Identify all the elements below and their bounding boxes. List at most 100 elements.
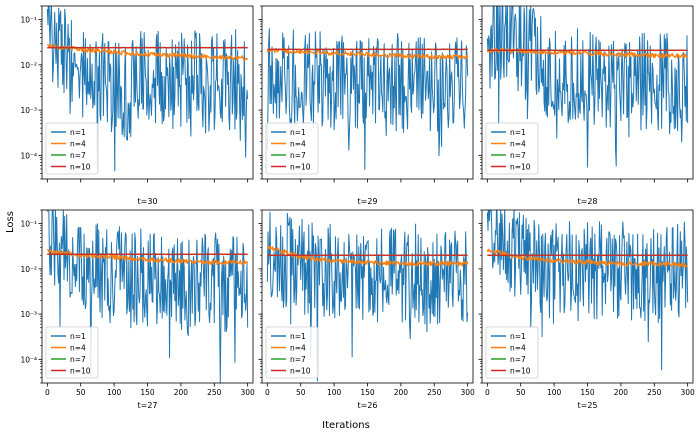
series-line-n=4 [47, 43, 249, 61]
legend-label: n=4 [510, 139, 526, 148]
legend-label: n=10 [70, 162, 91, 171]
legend-label: n=4 [290, 343, 306, 352]
axes-frame [481, 5, 694, 180]
y-tick-label: 10⁻⁴ [20, 151, 37, 160]
series-group [266, 211, 469, 382]
axes-frame [41, 5, 254, 180]
legend-box [265, 122, 319, 175]
legend-label: n=7 [510, 151, 526, 160]
series-group [486, 6, 689, 168]
legend-label: n=1 [70, 128, 86, 137]
y-tick-label: 10⁻² [20, 61, 37, 70]
x-tick-label: 250 [207, 388, 222, 397]
x-tick-label: 300 [240, 388, 255, 397]
legend-label: n=7 [510, 355, 526, 364]
legend-box [485, 122, 539, 175]
series-line-n=4 [486, 248, 689, 268]
axes-frame [41, 209, 254, 384]
legend-label: n=10 [290, 162, 311, 171]
series-line-n=1 [486, 210, 689, 371]
subplot-title: t=28 [577, 197, 597, 206]
legend-label: n=10 [510, 162, 531, 171]
y-tick-label: 10⁻⁴ [20, 355, 37, 364]
y-tick-label: 10⁻³ [20, 106, 37, 115]
x-tick-label: 200 [614, 388, 629, 397]
x-tick-label: 200 [394, 388, 409, 397]
x-tick-label: 50 [76, 388, 86, 397]
legend-label: n=7 [290, 355, 306, 364]
axes-frame [261, 209, 474, 384]
legend-label: n=7 [290, 151, 306, 160]
x-tick-label: 250 [647, 388, 662, 397]
series-group [266, 28, 469, 170]
x-tick-label: 100 [327, 388, 342, 397]
legend-label: n=10 [70, 366, 91, 375]
y-tick-label: 10⁻¹ [20, 220, 37, 229]
subplot-t=27: 10⁻⁴ 10⁻³ 10⁻² 10⁻¹ 0 50 100 150 200 250 300 n=1 n=4… [20, 209, 255, 410]
x-tick-label: 50 [516, 388, 526, 397]
axes-frame [481, 209, 694, 384]
x-tick-label: 200 [174, 388, 189, 397]
series-line-n=4 [266, 47, 469, 60]
series-group [46, 6, 249, 172]
axes-frame [261, 5, 474, 180]
subplot-t=30: 10⁻⁴ 10⁻³ 10⁻² 10⁻¹ n=1 n=4 n=7 n=10 t=30 [20, 5, 254, 206]
subplot-grid: 10⁻⁴10⁻³10⁻²10⁻¹n=1n=4n=7n=10t=30n=1n=4n… [20, 5, 695, 410]
series-line-n=4 [486, 47, 688, 59]
series-line-n=1 [486, 6, 689, 168]
legend-label: n=1 [290, 332, 306, 341]
x-tick-label: 150 [140, 388, 155, 397]
x-tick-label: 100 [547, 388, 562, 397]
legend-label: n=10 [290, 366, 311, 375]
legend: n=1 n=4 n=7 n=10 [265, 326, 319, 379]
legend-label: n=4 [70, 343, 86, 352]
x-tick-label: 150 [580, 388, 595, 397]
legend: n=1 n=4 n=7 n=10 [485, 122, 539, 175]
legend-label: n=7 [70, 355, 86, 364]
legend: n=1 n=4 n=7 n=10 [45, 122, 99, 175]
series-line-n=1 [46, 6, 249, 172]
x-tick-label: 300 [460, 388, 475, 397]
legend-box [485, 326, 539, 379]
legend-label: n=4 [290, 139, 306, 148]
legend: n=1 n=4 n=7 n=10 [265, 122, 319, 175]
legend: n=1 n=4 n=7 n=10 [45, 326, 99, 379]
legend-label: n=7 [70, 151, 86, 160]
subplot-title: t=25 [577, 401, 597, 410]
x-tick-label: 0 [265, 388, 270, 397]
subplot-title: t=26 [357, 401, 377, 410]
subplot-t=29: n=1 n=4 n=7 n=10 t=29 [258, 5, 474, 206]
legend-box [265, 326, 319, 379]
y-tick-label: 10⁻³ [20, 310, 37, 319]
legend-label: n=1 [70, 332, 86, 341]
subplot-title: t=27 [137, 401, 157, 410]
x-tick-label: 0 [485, 388, 490, 397]
series-line-n=1 [46, 210, 249, 383]
subplot-title: t=29 [357, 197, 377, 206]
y-tick-label: 10⁻¹ [20, 16, 37, 25]
y-tick-label: 10⁻² [20, 265, 37, 274]
legend-box [45, 326, 99, 379]
x-tick-label: 100 [107, 388, 122, 397]
subplot-t=26: 0 50 100 150 200 250 300 n=1 n=4 n=7 n=10 t=26 [258, 209, 475, 410]
legend-label: n=1 [510, 128, 526, 137]
x-tick-label: 50 [296, 388, 306, 397]
legend-label: n=4 [510, 343, 526, 352]
legend-label: n=1 [510, 332, 526, 341]
series-group [46, 210, 249, 383]
legend-label: n=4 [70, 139, 86, 148]
subplot-t=25: 0 50 100 150 200 250 300 n=1 n=4 n=7 n=10 t=25 [478, 209, 695, 410]
series-line-n=1 [266, 211, 469, 382]
legend-label: n=1 [290, 128, 306, 137]
legend-label: n=10 [510, 366, 531, 375]
figure-xlabel: Iterations [322, 420, 370, 431]
figure-ylabel: Loss [5, 211, 16, 233]
x-tick-label: 250 [427, 388, 442, 397]
x-tick-label: 300 [680, 388, 695, 397]
x-tick-label: 150 [360, 388, 375, 397]
legend-box [45, 122, 99, 175]
series-group [486, 210, 689, 371]
legend: n=1 n=4 n=7 n=10 [485, 326, 539, 379]
subplot-t=28: n=1 n=4 n=7 n=10 t=28 [478, 5, 694, 206]
